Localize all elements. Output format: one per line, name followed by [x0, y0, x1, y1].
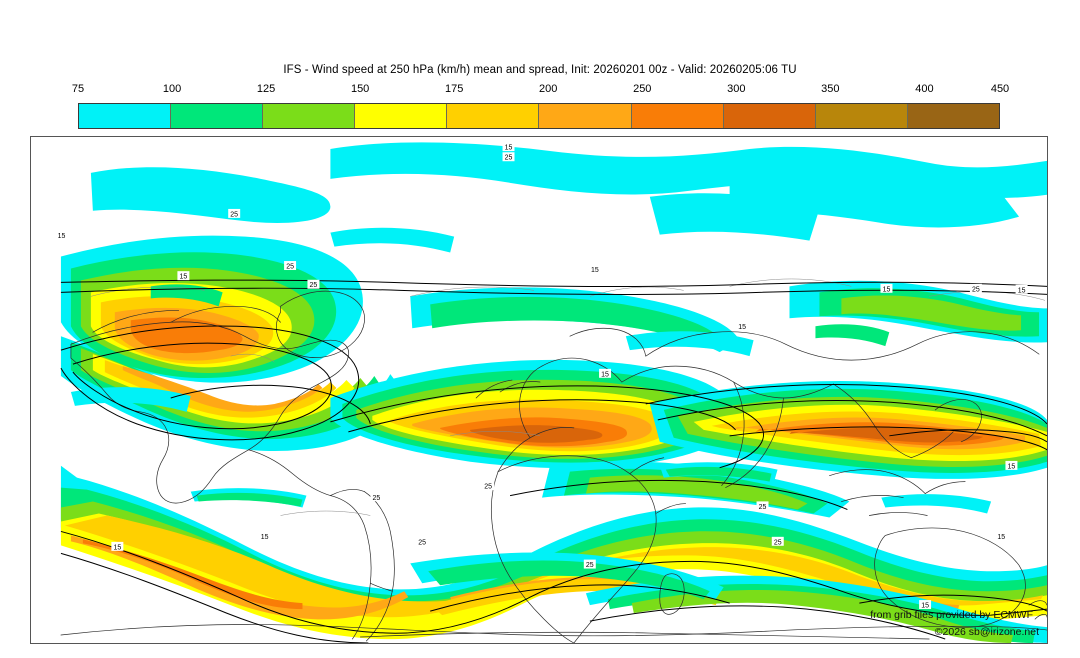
contour-label-bg [756, 501, 769, 511]
contour-label-bg [583, 559, 596, 569]
contour-label-value: 25 [774, 539, 782, 546]
colorbar: 75 100 125 150 175 200 250 300 350 400 450 [72, 83, 1009, 129]
contour-label-bg [258, 531, 271, 541]
colorbar-band-2 [263, 104, 356, 128]
data-source-note: from grib files provided by ECMWF [870, 609, 1033, 621]
contour-label-bg [416, 536, 429, 546]
contour-label-value: 15 [1018, 287, 1026, 294]
contour-label-value: 15 [601, 371, 609, 378]
colorbar-tick-150: 150 [350, 83, 370, 95]
contour-label-bg [55, 230, 68, 240]
colorbar-band-9 [907, 104, 999, 128]
contour-label-bg [969, 283, 982, 293]
colorbar-band-0 [79, 104, 172, 128]
contour-label-value: 15 [58, 233, 66, 240]
contour-label-bg [588, 264, 601, 274]
contour-label-value: 15 [180, 274, 188, 281]
contour-label-value: 25 [286, 264, 294, 271]
colorbar-tick-450: 450 [990, 83, 1010, 95]
colorbar-tick-75: 75 [71, 83, 85, 95]
contour-label-value: 25 [418, 539, 426, 546]
contour-label-value: 25 [972, 286, 980, 293]
spread-contours [60, 279, 1047, 643]
page-title: IFS - Wind speed at 250 hPa (km/h) mean … [283, 64, 797, 76]
colorbar-tick-200: 200 [539, 83, 558, 95]
contour-label-bg [736, 321, 749, 331]
contour-label-value: 25 [505, 155, 513, 162]
contour-label-value: 25 [310, 282, 318, 289]
contour-labels: 15 25 15 25 25 15 25 15 15 15 15 25 15 15 15 25 25 25 25 25… [55, 142, 1028, 610]
contour-label-value: 15 [261, 534, 269, 541]
colorbar-band-5 [539, 104, 632, 128]
contour-label-bg [599, 368, 612, 378]
contour-label-bg [307, 279, 320, 289]
colorbar-tick-300: 300 [727, 83, 746, 95]
contour-label-value: 25 [484, 484, 492, 491]
colorbar-band-3 [355, 104, 448, 128]
contour-label-bg [502, 142, 515, 152]
contour-label-value: 15 [883, 286, 891, 293]
coastlines [60, 290, 1047, 643]
contour-label-value: 25 [586, 562, 594, 569]
colorbar-tick-400: 400 [915, 83, 934, 95]
contour-label-value: 25 [759, 504, 767, 511]
contour-label-value: 15 [921, 603, 929, 610]
contour-label-bg [880, 283, 893, 293]
colorbar-band-7 [723, 104, 816, 128]
contour-label-bg [919, 600, 932, 610]
colorbar-band-6 [631, 104, 724, 128]
contour-label-value: 15 [738, 324, 746, 331]
contour-label-value: 15 [113, 544, 121, 551]
colorbar-tick-350: 350 [821, 83, 840, 95]
contour-label-value: 25 [373, 495, 381, 502]
contour-label-value: 25 [230, 211, 238, 218]
contour-label-bg [111, 541, 124, 551]
contour-label-value: 15 [997, 534, 1005, 541]
colorbar-band-4 [447, 104, 540, 128]
colorbar-tick-175: 175 [444, 83, 464, 95]
colorbar-bands [78, 103, 1000, 129]
world-wind-map: 15 25 15 25 25 15 25 15 15 15 15 25 15 15 15 25 25 25 25 25… [31, 137, 1047, 643]
contour-label-bg [482, 481, 495, 491]
contour-label-value: 15 [505, 145, 513, 152]
colorbar-tick-250: 250 [633, 83, 652, 95]
contour-label-bg [370, 492, 383, 502]
colorbar-tick-labels: 75 100 125 150 175 200 250 300 350 400 450 [72, 83, 1009, 101]
map-panel[interactable]: 15 25 15 25 25 15 25 15 15 15 15 25 15 15 15 25 25 25 25 25… [30, 136, 1048, 644]
colorbar-band-1 [171, 104, 264, 128]
colorbar-tick-125: 125 [256, 83, 276, 95]
contour-label-bg [502, 152, 515, 162]
contour-label-bg [284, 261, 297, 271]
contour-label-bg [228, 208, 241, 218]
copyright-note: ©2026 sb@irizone.net [934, 626, 1039, 638]
contour-label-bg [1005, 460, 1018, 470]
contour-label-bg [1015, 284, 1028, 294]
contour-label-value: 15 [1008, 463, 1016, 470]
contour-label-bg [995, 531, 1008, 541]
colorbar-band-8 [815, 104, 908, 128]
colorbar-tick-100: 100 [162, 83, 182, 95]
contour-label-bg [771, 536, 784, 546]
contour-label-bg [177, 271, 190, 281]
contour-label-value: 15 [591, 267, 599, 274]
